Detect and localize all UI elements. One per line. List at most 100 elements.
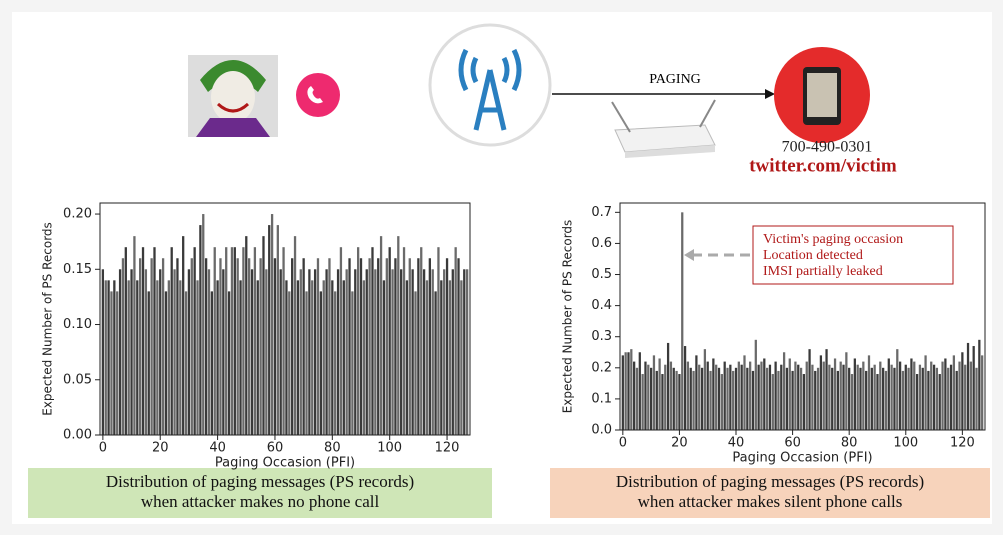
y-tick-label: 0.10 [63, 317, 92, 332]
bar [194, 247, 196, 435]
bar [656, 371, 658, 430]
bar [811, 365, 813, 430]
bar [125, 247, 127, 435]
bar [242, 247, 244, 435]
bar [800, 368, 802, 430]
bar [961, 352, 963, 430]
bar [414, 291, 416, 435]
bar [182, 236, 184, 435]
bar [374, 269, 376, 435]
victim-screen [807, 73, 837, 117]
bar [394, 258, 396, 435]
bar [274, 258, 276, 435]
bar [831, 368, 833, 430]
bar [110, 291, 112, 435]
bar [257, 280, 259, 435]
bar [670, 362, 672, 430]
bar [380, 236, 382, 435]
bar [211, 291, 213, 435]
bar [354, 269, 356, 435]
bar [639, 352, 641, 430]
caption: Distribution of paging messages (PS reco… [616, 472, 924, 491]
bar [791, 371, 793, 430]
bar [165, 291, 167, 435]
bar [460, 280, 462, 435]
bar [647, 365, 649, 430]
bar [690, 368, 692, 430]
bar [437, 247, 439, 435]
bar [845, 352, 847, 430]
paging-label: PAGING [649, 72, 701, 87]
bar [622, 355, 624, 430]
bar [360, 258, 362, 435]
x-tick-label: 120 [950, 436, 975, 451]
bar [803, 374, 805, 430]
bar [828, 365, 830, 430]
bar [409, 258, 411, 435]
y-axis-label: Expected Number of PS Records [561, 220, 575, 414]
bar [208, 269, 210, 435]
bar [817, 368, 819, 430]
bar [675, 371, 677, 430]
x-tick-label: 60 [784, 436, 801, 451]
x-tick-label: 20 [671, 436, 688, 451]
call-icon [296, 73, 340, 117]
bar [440, 280, 442, 435]
bar [882, 368, 884, 430]
bar [214, 247, 216, 435]
x-tick-label: 100 [893, 436, 918, 451]
x-axis-label: Paging Occasion (PFI) [215, 456, 355, 471]
bar [377, 258, 379, 435]
bar [282, 247, 284, 435]
bar [735, 368, 737, 430]
bar [718, 368, 720, 430]
bar [196, 280, 198, 435]
x-axis-label: Paging Occasion (PFI) [732, 451, 872, 466]
bar [701, 368, 703, 430]
bar [179, 280, 181, 435]
bar [758, 365, 760, 430]
bar [262, 236, 264, 435]
bar [188, 269, 190, 435]
bar [171, 247, 173, 435]
x-tick-label: 60 [267, 441, 284, 456]
bar [755, 340, 757, 430]
victim-handle: twitter.com/victim [749, 155, 897, 176]
bar [890, 365, 892, 430]
bar [667, 343, 669, 430]
bar [825, 349, 827, 430]
bar [888, 358, 890, 430]
bar [721, 374, 723, 430]
bar [102, 269, 104, 435]
bar [958, 362, 960, 430]
bar [681, 212, 683, 430]
bar [636, 368, 638, 430]
bar [834, 358, 836, 430]
bar [684, 346, 686, 430]
bar [808, 349, 810, 430]
y-axis-label: Expected Number of PS Records [41, 222, 55, 416]
bar [922, 368, 924, 430]
bar [905, 365, 907, 430]
bar [397, 236, 399, 435]
bar [715, 365, 717, 430]
bar [893, 368, 895, 430]
bar [941, 362, 943, 430]
bar [420, 247, 422, 435]
bar [794, 362, 796, 430]
phone-number: 700-490-0301 [782, 139, 873, 156]
bar [455, 247, 457, 435]
bar [630, 349, 632, 430]
bar [162, 258, 164, 435]
x-tick-label: 40 [728, 436, 745, 451]
bar [300, 269, 302, 435]
bar [222, 269, 224, 435]
bar [772, 374, 774, 430]
bar [245, 236, 247, 435]
bar [907, 368, 909, 430]
bar [145, 269, 147, 435]
bar [176, 258, 178, 435]
x-tick-label: 120 [435, 441, 460, 456]
y-tick-label: 0.7 [591, 205, 612, 220]
bar [449, 280, 451, 435]
